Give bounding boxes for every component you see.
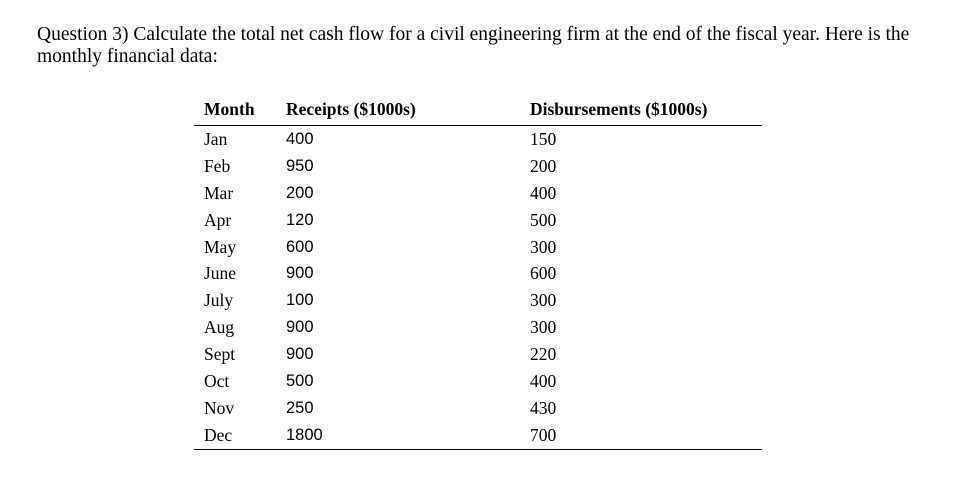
- table-row: Jan 400 150: [194, 126, 762, 153]
- table-row: Aug 900 300: [194, 314, 762, 341]
- table-row: Oct 500 400: [194, 368, 762, 395]
- month-cell: May: [204, 236, 237, 257]
- header-row: Month Receipts ($1000s) Disbursements ($…: [194, 94, 762, 126]
- disbursements-cell: 600: [530, 263, 557, 284]
- month-cell: June: [204, 263, 237, 284]
- receipts-cell: 120: [286, 210, 314, 229]
- month-cell: Feb: [204, 155, 231, 176]
- month-cell: Aug: [204, 317, 235, 338]
- receipts-cell: 950: [286, 156, 314, 175]
- receipts-cell: 400: [286, 129, 314, 148]
- month-cell: Sept: [204, 344, 236, 365]
- disbursements-cell: 300: [530, 236, 557, 257]
- table-row: Feb 950 200: [194, 153, 762, 180]
- header-month: Month: [194, 94, 276, 126]
- disbursements-cell: 200: [530, 155, 557, 176]
- disbursements-cell: 400: [530, 370, 557, 391]
- month-cell: Mar: [204, 182, 234, 203]
- table-row: May 600 300: [194, 234, 762, 261]
- disbursements-cell: 500: [530, 209, 557, 230]
- receipts-cell: 250: [286, 398, 314, 417]
- receipts-cell: 900: [286, 318, 314, 337]
- disbursements-cell: 700: [520, 421, 762, 450]
- header-disbursements: Disbursements ($1000s): [520, 94, 762, 126]
- receipts-cell: 200: [286, 183, 314, 202]
- disbursements-cell: 220: [530, 344, 557, 365]
- header-receipts: Receipts ($1000s): [276, 94, 520, 126]
- receipts-cell: 100: [286, 291, 314, 310]
- table-body: Jan 400 150 Feb 950 200 Mar 200 400 Apr …: [194, 126, 762, 450]
- table-row: Mar 200 400: [194, 180, 762, 207]
- table-row: Sept 900 220: [194, 341, 762, 368]
- financial-data-table: Month Receipts ($1000s) Disbursements ($…: [194, 94, 762, 450]
- receipts-cell: 900: [286, 345, 314, 364]
- receipts-cell: 600: [286, 237, 314, 256]
- month-cell: Apr: [204, 209, 232, 230]
- table-row: June 900 600: [194, 260, 762, 287]
- receipts-cell: 500: [286, 371, 314, 390]
- month-cell: Jan: [204, 128, 228, 149]
- table-row: July 100 300: [194, 287, 762, 314]
- table-row: Nov 250 430: [194, 395, 762, 422]
- receipts-cell: 1800: [276, 421, 520, 450]
- month-cell: July: [204, 290, 234, 311]
- table-row: Apr 120 500: [194, 207, 762, 234]
- question-text: Question 3) Calculate the total net cash…: [37, 24, 910, 67]
- receipts-cell: 900: [286, 264, 314, 283]
- disbursements-cell: 300: [530, 317, 557, 338]
- disbursements-cell: 400: [530, 182, 557, 203]
- table-header: Month Receipts ($1000s) Disbursements ($…: [194, 94, 762, 126]
- table-row: Dec 1800 700: [194, 421, 762, 450]
- disbursements-cell: 300: [530, 290, 557, 311]
- month-cell: Dec: [194, 421, 276, 450]
- month-cell: Oct: [204, 370, 230, 391]
- disbursements-cell: 150: [530, 128, 557, 149]
- disbursements-cell: 430: [530, 397, 557, 418]
- month-cell: Nov: [204, 397, 235, 418]
